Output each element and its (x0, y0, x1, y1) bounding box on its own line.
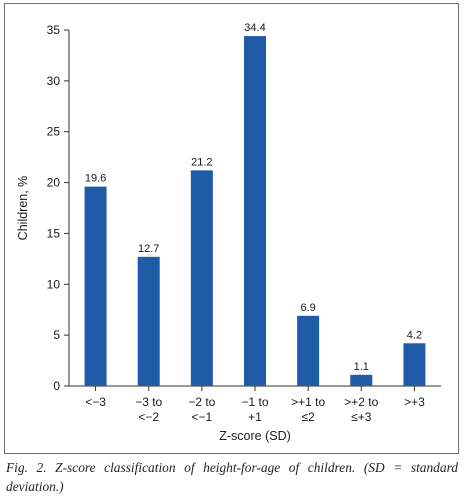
bar (350, 374, 373, 386)
bar-chart: 0 5 10 15 20 25 30 35 <−3 −3 to<−2 −2 to<−1 −1 to+… (16, 22, 441, 443)
data-label: 1.1 (354, 361, 369, 373)
x-tick-label: ≤+3 (351, 410, 372, 424)
data-label: 19.6 (85, 173, 106, 185)
x-tick-label: −3 to (135, 395, 162, 409)
x-axis-title: Z-score (SD) (219, 429, 291, 443)
x-tick-label: >+2 to (344, 395, 378, 409)
data-label: 12.7 (138, 243, 159, 255)
x-tick-label: +1 (248, 410, 262, 424)
x-tick-label: −2 to (188, 395, 215, 409)
bar (244, 36, 266, 387)
x-tick-label: −1 to (241, 395, 268, 409)
y-tick-label: 20 (47, 176, 61, 190)
x-tick-label: >+1 to (291, 395, 325, 409)
data-labels: 19.6 12.7 21.2 34.4 6.9 1.1 4.2 (85, 22, 422, 373)
x-tick-label: >+3 (404, 395, 425, 409)
x-tick-label: <−2 (138, 410, 159, 424)
data-label: 21.2 (191, 156, 212, 168)
bar (84, 186, 107, 386)
figure-frame: 0 5 10 15 20 25 30 35 <−3 −3 to <−2 −2 to <−1 −1 to +… (4, 3, 459, 454)
x-tick-label: ≤2 (302, 410, 316, 424)
y-tick-label: 25 (47, 125, 61, 139)
y-axis: 0 5 10 15 20 25 30 35 (47, 23, 70, 393)
bar (190, 170, 213, 386)
data-label: 34.4 (244, 22, 265, 34)
x-tick-label: <−3 (85, 395, 106, 409)
bar (297, 315, 320, 386)
x-axis: <−3 −3 to<−2 −2 to<−1 −1 to+1 >+1 to≤2 >+2 to… (69, 385, 441, 424)
x-tick-label: <−1 (192, 410, 213, 424)
data-label: 4.2 (407, 329, 422, 341)
bar (403, 343, 426, 386)
y-tick-label: 10 (47, 277, 61, 291)
figure-caption: Fig. 2. Z-score classification of height… (6, 460, 458, 494)
y-tick-label: 5 (53, 328, 60, 342)
bars (84, 36, 426, 387)
y-tick-label: 15 (47, 226, 61, 240)
bar (137, 256, 160, 386)
y-axis-title: Children, % (16, 176, 30, 241)
y-tick-label: 35 (47, 23, 61, 37)
y-tick-label: 0 (53, 379, 60, 393)
y-tick-label: 30 (47, 74, 61, 88)
data-label: 6.9 (300, 302, 315, 314)
